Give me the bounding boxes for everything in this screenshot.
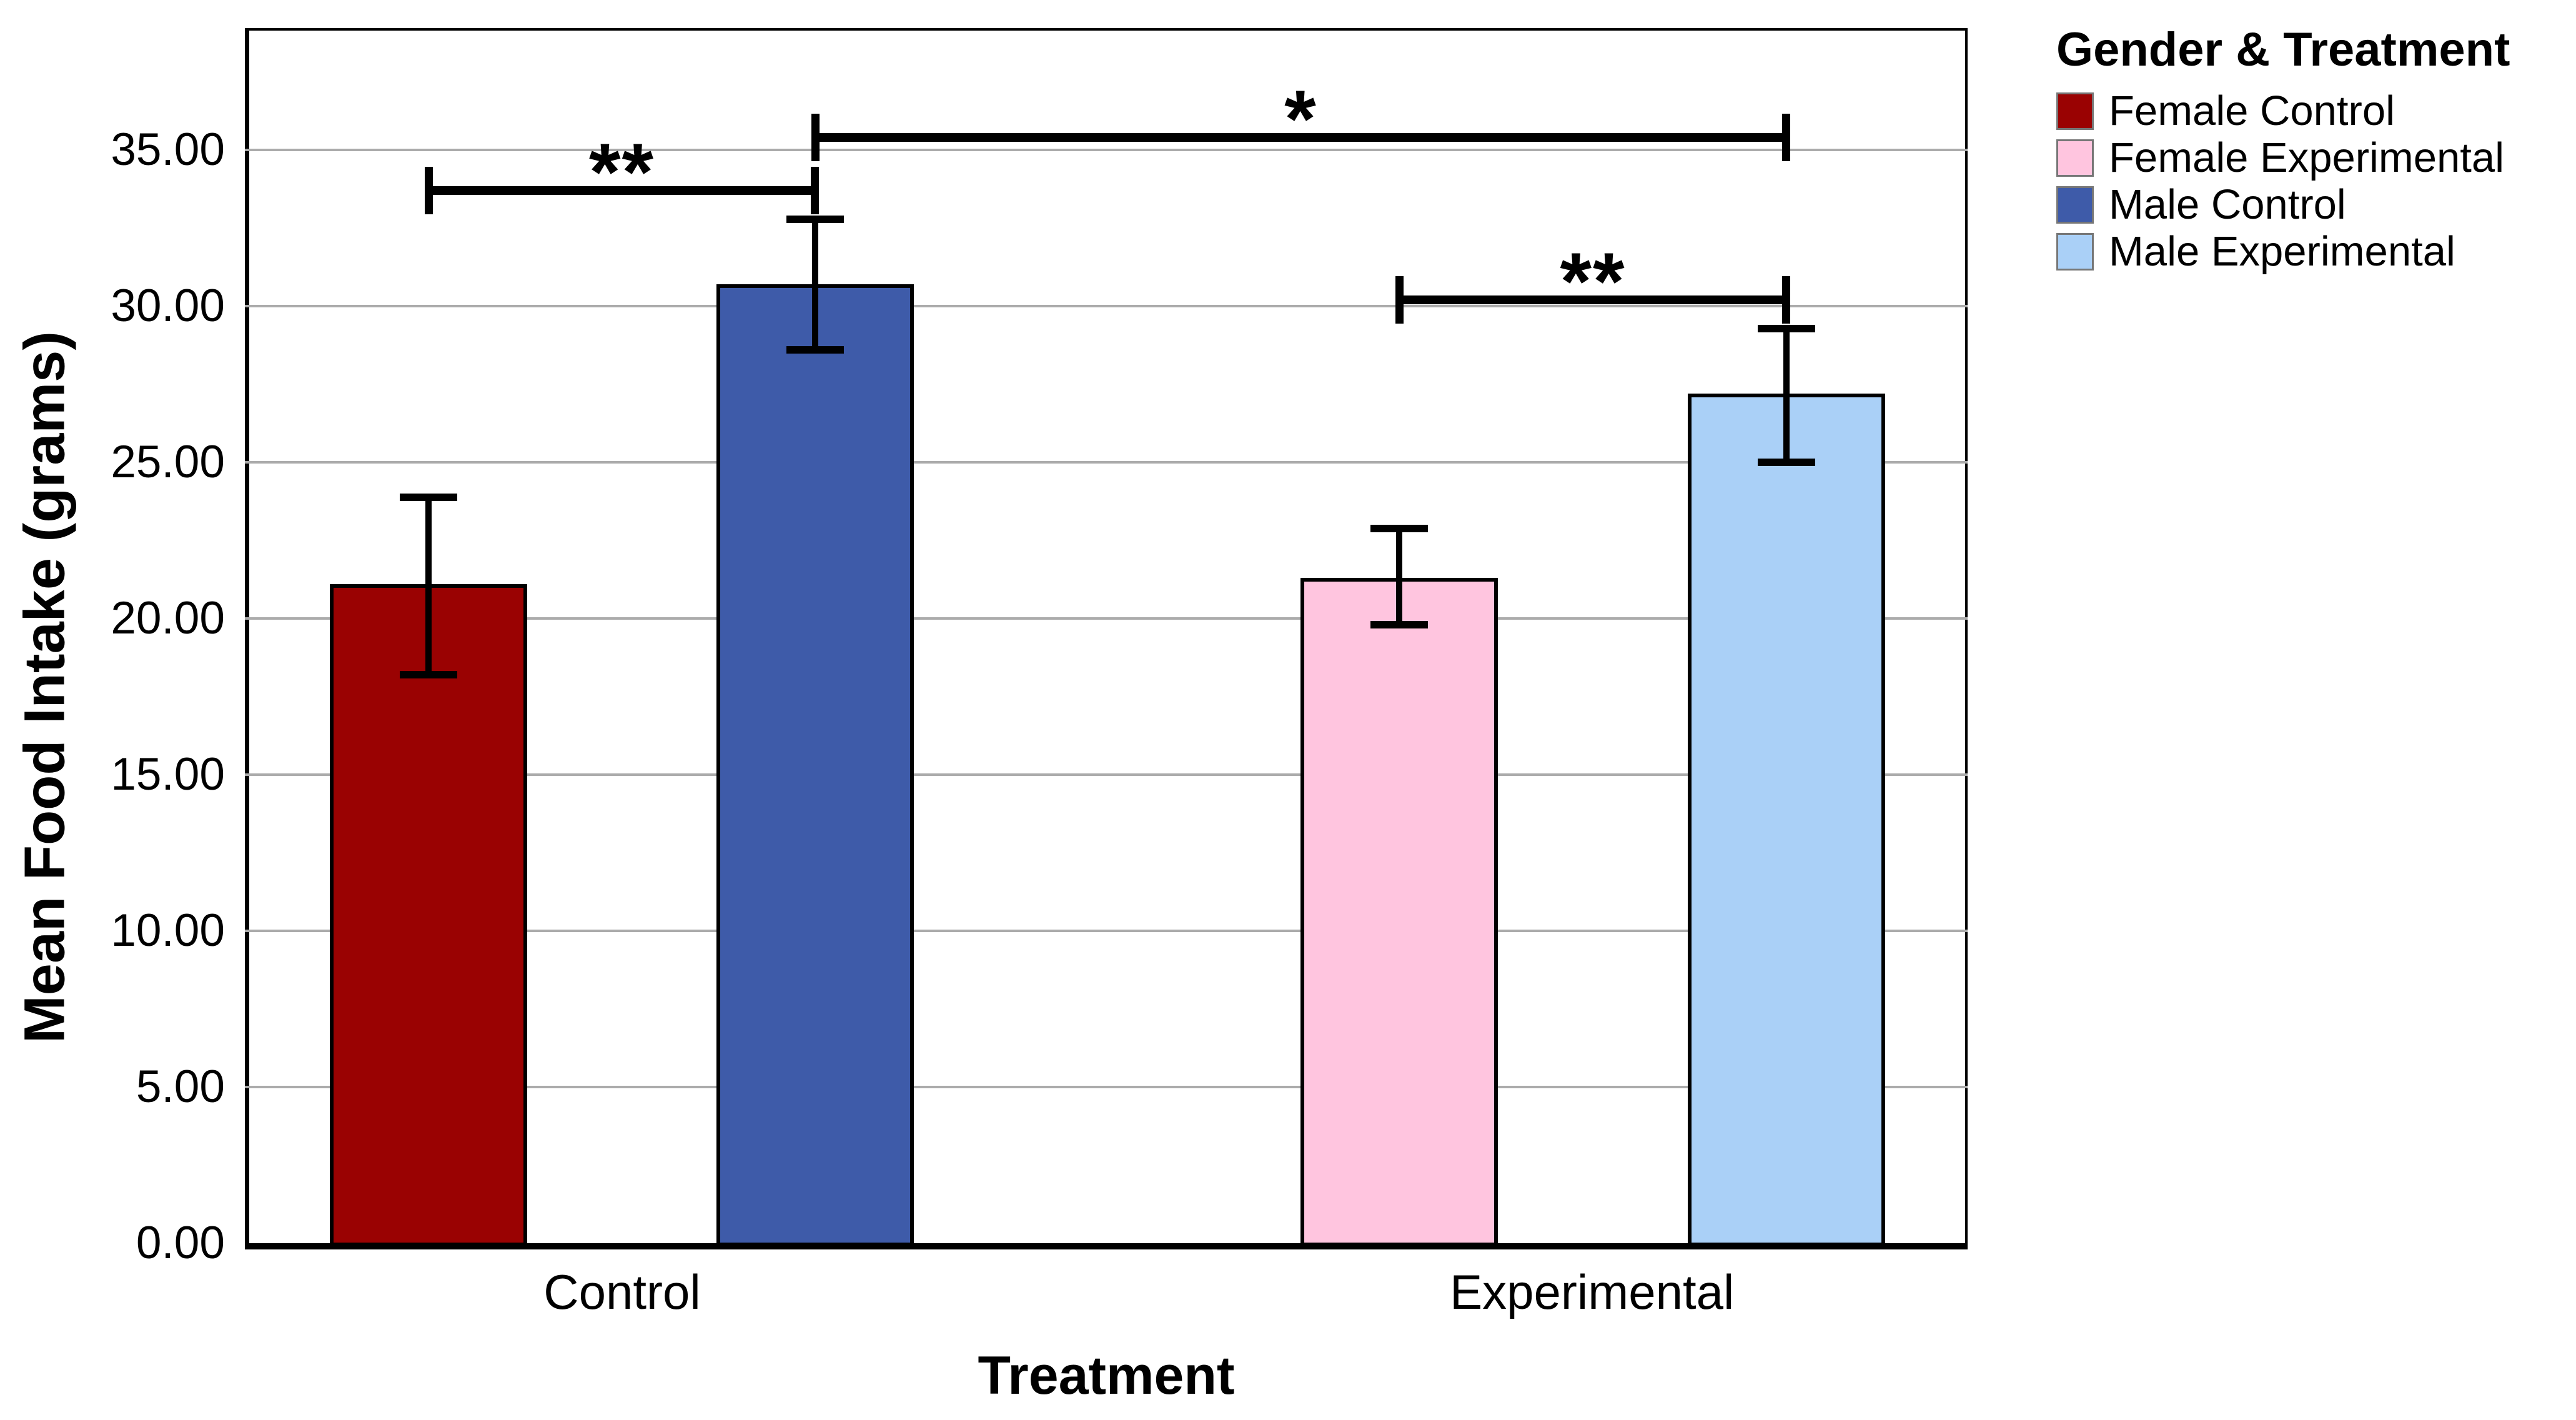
significance-bracket-cap	[811, 167, 819, 214]
legend-item-label: Male Experimental	[2109, 227, 2455, 275]
plot-frame-right	[1965, 28, 1968, 1243]
y-axis-tick-label: 5.00	[136, 1061, 225, 1112]
error-bar-line	[812, 219, 818, 350]
bar-male-experimental	[1688, 394, 1885, 1246]
gridline	[245, 149, 1968, 151]
significance-label: **	[588, 126, 655, 217]
gridline	[245, 305, 1968, 307]
bar-male-control	[716, 284, 914, 1246]
legend-items: Female Control Female Experimental Male Co…	[2056, 87, 2575, 275]
error-bar-line	[425, 497, 432, 675]
error-bar-cap-top	[786, 216, 844, 223]
x-axis-category-label: Control	[543, 1264, 701, 1319]
plot-frame-top	[245, 28, 1968, 31]
significance-label: *	[1284, 73, 1317, 164]
legend-swatch-male-experimental	[2056, 232, 2094, 271]
legend-item-label: Female Experimental	[2109, 134, 2505, 181]
gridline	[245, 617, 1968, 620]
gridline	[245, 773, 1968, 776]
legend-swatch-female-experimental	[2056, 139, 2094, 177]
error-bar-cap-top	[1370, 525, 1428, 532]
gridline	[245, 1086, 1968, 1088]
bar-female-control	[330, 584, 527, 1246]
error-bar-cap-bottom	[1758, 459, 1815, 466]
plot-area: ** * **	[245, 28, 1968, 1249]
significance-bracket-cap	[1395, 276, 1404, 324]
y-axis-tick-label: 0.00	[136, 1218, 225, 1268]
significance-label: **	[1560, 236, 1626, 327]
gridline	[245, 461, 1968, 464]
y-axis-tick-label: 20.00	[111, 593, 225, 643]
plot-frame-left	[245, 28, 249, 1243]
y-axis-tick-label: 30.00	[111, 281, 225, 331]
significance-bracket-line	[815, 133, 1786, 142]
significance-bracket-line	[429, 186, 815, 195]
y-axis-tick-label: 15.00	[111, 749, 225, 800]
error-bar-cap-top	[1758, 325, 1815, 332]
significance-bracket-cap	[811, 114, 820, 161]
legend-item: Male Control	[2056, 181, 2575, 228]
y-axis-tick-label: 25.00	[111, 437, 225, 487]
legend-item: Female Control	[2056, 87, 2575, 134]
legend: Gender & Treatment Female Control Female …	[2056, 19, 2575, 275]
error-bar-cap-bottom	[1370, 621, 1428, 628]
legend-item: Male Experimental	[2056, 228, 2575, 275]
legend-title: Gender & Treatment	[2056, 23, 2510, 76]
legend-item: Female Experimental	[2056, 134, 2575, 181]
significance-bracket-cap	[1782, 276, 1790, 324]
x-axis-category-label: Experimental	[1450, 1264, 1735, 1319]
bar-female-experimental	[1300, 578, 1498, 1246]
y-axis-tick-label: 35.00	[111, 124, 225, 175]
legend-swatch-female-control	[2056, 92, 2094, 130]
error-bar-line	[1396, 528, 1402, 625]
gridline	[245, 930, 1968, 932]
legend-swatch-male-control	[2056, 186, 2094, 224]
error-bar-cap-bottom	[786, 346, 844, 354]
y-axis-tick-label: 10.00	[111, 905, 225, 956]
error-bar-cap-top	[400, 494, 457, 501]
x-axis-title: Treatment	[978, 1346, 1235, 1406]
plot-frame-bottom	[245, 1243, 1968, 1249]
error-bar-cap-bottom	[400, 671, 457, 678]
legend-item-label: Male Control	[2109, 181, 2346, 228]
significance-bracket-line	[1399, 295, 1786, 304]
legend-item-label: Female Control	[2109, 87, 2395, 134]
significance-bracket-cap	[1782, 114, 1790, 161]
significance-bracket-cap	[425, 167, 433, 214]
error-bar-line	[1783, 328, 1790, 462]
